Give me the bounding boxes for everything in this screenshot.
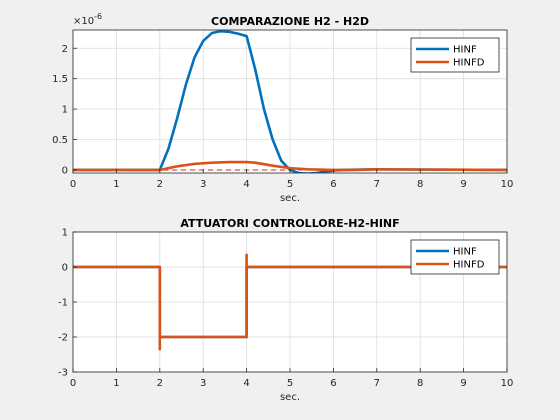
x-tick-label: 9 — [460, 378, 466, 389]
y-tick-label: 1 — [62, 228, 68, 239]
x-tick-label: 0 — [70, 179, 76, 190]
chart-title: ATTUATORI CONTROLLORE-H2-HINF — [180, 217, 399, 230]
legend-box — [410, 37, 500, 73]
x-tick-label: 2 — [157, 378, 163, 389]
x-tick-label: 7 — [374, 378, 380, 389]
x-tick-label: 10 — [501, 378, 514, 389]
x-axis-label: sec. — [280, 193, 300, 204]
exponent-power: -6 — [94, 12, 102, 21]
x-tick-label: 10 — [501, 179, 514, 190]
chart-2: 0 1 2 3 4 5 6 7 8 9 10 -3 -2 -1 0 1 ATTUATORI CONTROLLOR… — [58, 217, 513, 403]
y-tick-label: 1.5 — [52, 74, 68, 85]
y-tick-label: -1 — [58, 298, 68, 309]
x-tick-label: 1 — [113, 378, 119, 389]
y-exponent-label: ×10-6 — [73, 12, 102, 27]
x-tick-label: 1 — [113, 179, 119, 190]
x-tick-label: 4 — [243, 179, 249, 190]
legend-label-hinf: HINF — [453, 45, 477, 56]
legend[interactable]: HINF HINFD — [410, 239, 500, 275]
chart-1: 0 1 2 3 4 5 6 7 8 9 10 0 0.5 1 1.5 2 COMPARAZIONE H2 - H… — [52, 12, 513, 204]
y-tick-label: -3 — [58, 368, 68, 379]
y-tick-label: 0.5 — [52, 135, 68, 146]
legend-box — [410, 239, 500, 275]
legend-label-hinfd: HINFD — [453, 260, 485, 271]
y-tick-label: 2 — [62, 44, 68, 55]
x-tick-label: 8 — [417, 378, 423, 389]
y-tick-label: 1 — [62, 105, 68, 116]
exponent-base: ×10 — [73, 16, 94, 27]
x-tick-label: 3 — [200, 378, 206, 389]
x-tick-label: 9 — [460, 179, 466, 190]
x-tick-label: 2 — [157, 179, 163, 190]
x-tick-label: 7 — [374, 179, 380, 190]
x-tick-label: 4 — [243, 378, 249, 389]
x-tick-label: 5 — [287, 179, 293, 190]
y-tick-label: -2 — [58, 333, 68, 344]
series-line-hinfd — [73, 160, 507, 172]
series-line-hinf — [73, 30, 507, 173]
legend[interactable]: HINF HINFD — [410, 37, 500, 73]
chart-title: COMPARAZIONE H2 - H2D — [211, 15, 369, 28]
x-tick-label: 0 — [70, 378, 76, 389]
x-axis-label: sec. — [280, 392, 300, 403]
x-tick-label: 6 — [330, 378, 336, 389]
x-tick-label: 5 — [287, 378, 293, 389]
x-tick-label: 8 — [417, 179, 423, 190]
x-tick-label: 6 — [330, 179, 336, 190]
y-tick-label: 0 — [62, 263, 68, 274]
legend-label-hinf: HINF — [453, 247, 477, 258]
legend-label-hinfd: HINFD — [453, 58, 485, 69]
y-tick-label: 0 — [62, 165, 68, 176]
x-tick-label: 3 — [200, 179, 206, 190]
series-line-hinfd — [73, 253, 507, 351]
